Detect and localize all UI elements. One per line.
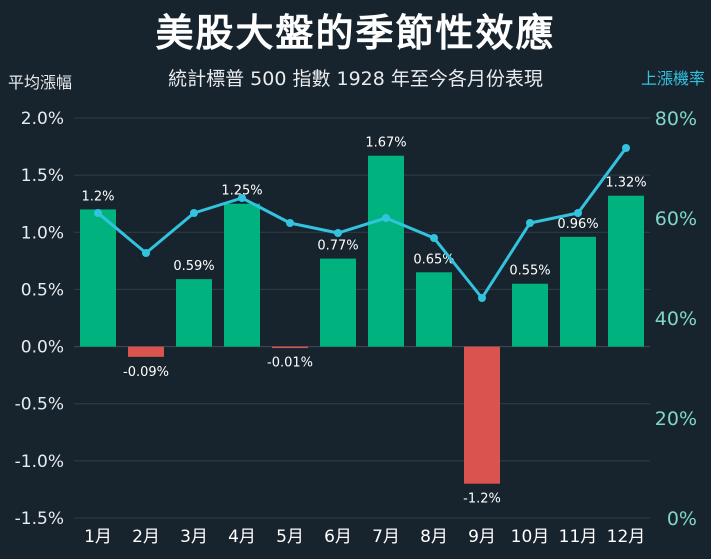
bar [512, 283, 548, 347]
line-point [526, 219, 534, 227]
line-point [286, 219, 294, 227]
data-label: 1.25% [221, 184, 262, 199]
x-tick-label: 4月 [228, 527, 256, 547]
bar [416, 272, 452, 347]
bar [464, 346, 500, 484]
data-label: 1.2% [81, 189, 114, 204]
line-point [190, 209, 198, 217]
line-point [334, 229, 342, 237]
y-tick-label-left: 0.0% [21, 338, 64, 358]
line-point [622, 144, 630, 152]
x-tick-label: 5月 [276, 527, 304, 547]
line-point [382, 214, 390, 222]
bar [176, 279, 212, 347]
x-tick-label: 1月 [84, 527, 112, 547]
x-tick-label: 9月 [468, 527, 496, 547]
line-point [142, 249, 150, 257]
bar [224, 203, 260, 347]
x-tick-label: 3月 [180, 527, 208, 547]
x-tick-label: 8月 [420, 527, 448, 547]
y-tick-label-right: 60% [655, 208, 697, 230]
x-tick-label: 7月 [372, 527, 400, 547]
data-label: 0.55% [509, 264, 550, 279]
data-label: -0.01% [267, 356, 313, 371]
chart-subtitle: 統計標普 500 指數 1928 年至今各月份表現 [168, 68, 543, 90]
data-label: 0.65% [413, 252, 454, 267]
chart-title: 美股大盤的季節性效應 [155, 11, 556, 55]
y-tick-label-left: -1.0% [15, 452, 64, 472]
data-label: -0.09% [123, 365, 169, 380]
y-tick-label-left: 0.5% [21, 280, 64, 300]
y-tick-label-left: 1.0% [21, 223, 64, 243]
bar [128, 346, 164, 357]
data-label: 1.67% [365, 136, 406, 151]
y-tick-label-left: 1.5% [21, 166, 64, 186]
x-tick-label: 12月 [607, 527, 646, 547]
y-tick-label-left: -1.5% [15, 509, 64, 529]
data-label: 0.77% [317, 239, 358, 254]
data-label: 0.59% [173, 259, 214, 274]
y-tick-label-left: -0.5% [15, 395, 64, 415]
y-axis-label-left: 平均漲幅 [8, 73, 73, 92]
y-tick-label-right: 40% [655, 308, 697, 330]
y-tick-label-right: 20% [655, 408, 697, 430]
bar [320, 258, 356, 347]
line-point [94, 209, 102, 217]
data-label: 0.96% [557, 217, 598, 232]
bar [80, 209, 116, 347]
bar [560, 236, 596, 347]
x-tick-label: 10月 [511, 527, 550, 547]
y-tick-label-right: 0% [667, 508, 697, 530]
bar [272, 346, 308, 349]
bar [368, 155, 404, 347]
line-point [430, 234, 438, 242]
line-point [478, 294, 486, 302]
data-label: 1.32% [605, 176, 646, 191]
y-tick-label-right: 80% [655, 108, 697, 130]
x-tick-label: 6月 [324, 527, 352, 547]
data-label: -1.2% [463, 492, 501, 507]
y-axis-label-right: 上漲機率 [640, 69, 705, 88]
line-series [97, 147, 628, 300]
y-tick-label-left: 2.0% [21, 109, 64, 129]
bar [608, 195, 644, 347]
line-point [238, 194, 246, 202]
x-tick-label: 2月 [132, 527, 160, 547]
x-tick-label: 11月 [559, 527, 598, 547]
line-point [574, 209, 582, 217]
